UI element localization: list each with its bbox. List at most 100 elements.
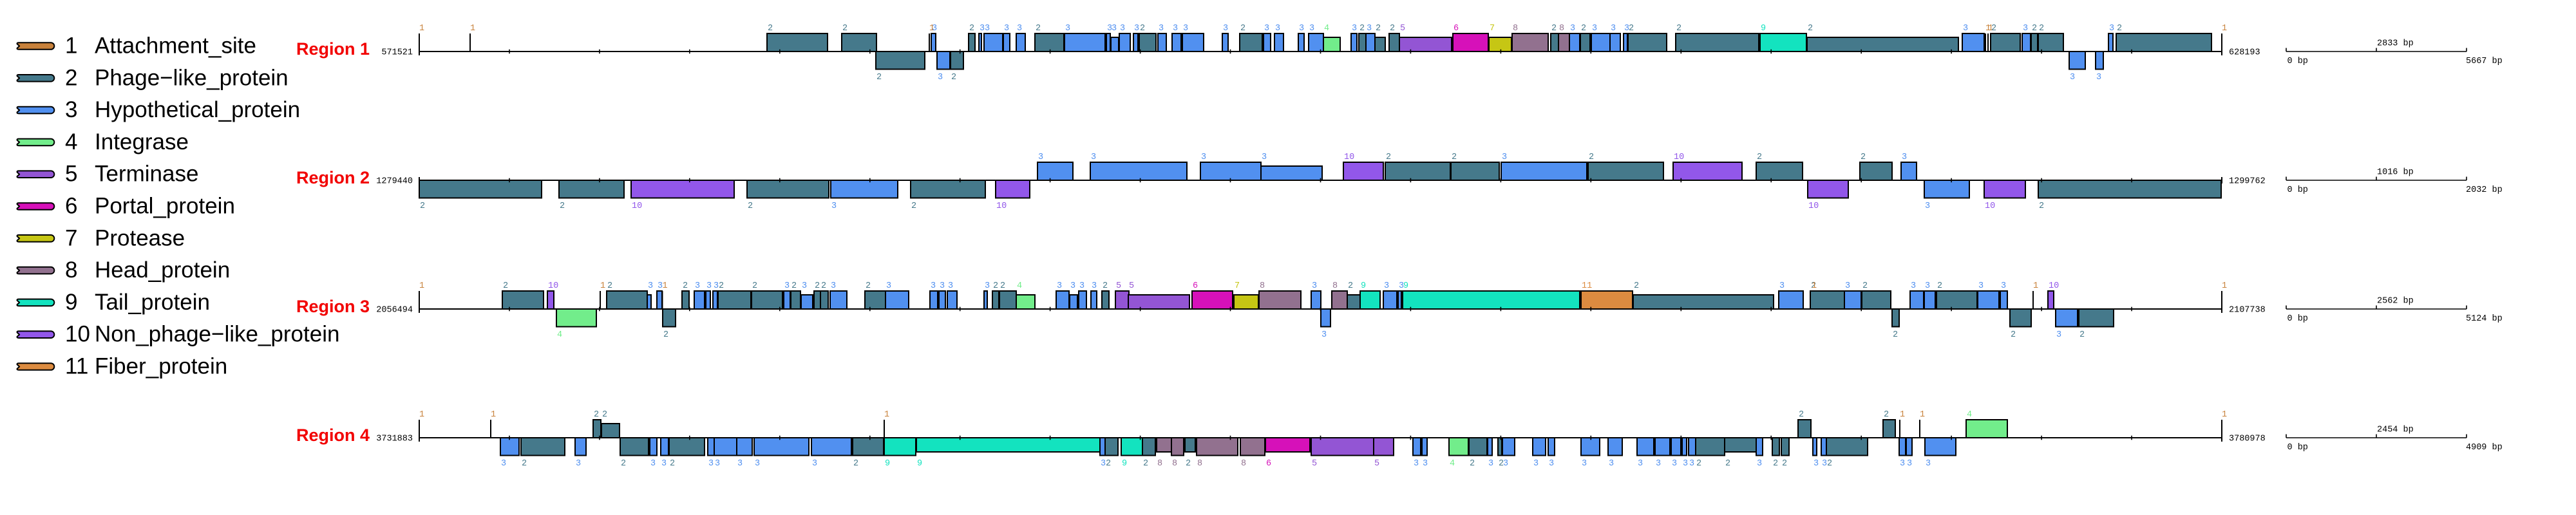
svg-text:2: 2: [1676, 24, 1681, 33]
svg-text:2: 2: [1452, 153, 1457, 162]
svg-text:2: 2: [1186, 459, 1191, 469]
svg-text:2454 bp: 2454 bp: [2377, 426, 2414, 435]
svg-text:Phage−like_protein: Phage−like_protein: [95, 65, 289, 90]
svg-text:8: 8: [1157, 459, 1162, 469]
svg-text:3: 3: [1079, 281, 1084, 291]
svg-text:2: 2: [993, 281, 998, 291]
svg-text:2: 2: [1757, 153, 1762, 162]
svg-text:3: 3: [1423, 459, 1428, 469]
svg-text:2: 2: [815, 281, 820, 291]
svg-text:8: 8: [65, 258, 77, 283]
svg-text:3: 3: [65, 97, 77, 122]
svg-text:3731883: 3731883: [376, 435, 413, 444]
svg-text:Non_phage−like_protein: Non_phage−like_protein: [95, 322, 339, 347]
svg-text:4: 4: [1967, 410, 1972, 420]
svg-text:2: 2: [1827, 459, 1832, 469]
svg-text:2: 2: [1884, 410, 1889, 420]
svg-text:3: 3: [708, 459, 714, 469]
svg-text:3: 3: [1656, 459, 1661, 469]
svg-text:7: 7: [65, 225, 77, 250]
svg-text:2: 2: [1589, 153, 1594, 162]
svg-text:3: 3: [1611, 24, 1616, 33]
svg-text:9: 9: [1361, 281, 1366, 291]
svg-text:2: 2: [1811, 281, 1816, 291]
svg-text:3: 3: [985, 281, 990, 291]
svg-text:3: 3: [1107, 24, 1112, 33]
svg-text:3: 3: [1223, 24, 1228, 33]
svg-text:3: 3: [932, 24, 937, 33]
svg-text:3: 3: [1963, 24, 1968, 33]
svg-text:2: 2: [1390, 24, 1395, 33]
svg-text:3: 3: [1264, 24, 1269, 33]
svg-text:3: 3: [695, 281, 700, 291]
svg-text:5: 5: [65, 162, 77, 187]
svg-text:2: 2: [1808, 24, 1813, 33]
svg-text:3: 3: [1592, 24, 1597, 33]
svg-text:10: 10: [996, 201, 1007, 211]
svg-text:6: 6: [65, 194, 77, 219]
svg-text:2: 2: [1470, 459, 1475, 469]
svg-text:3: 3: [1101, 459, 1106, 469]
svg-text:1: 1: [663, 281, 668, 291]
svg-text:Attachment_site: Attachment_site: [95, 33, 256, 59]
svg-text:3: 3: [658, 281, 663, 291]
svg-text:6: 6: [1454, 24, 1459, 33]
svg-text:2032 bp: 2032 bp: [2466, 185, 2503, 195]
svg-text:6: 6: [1193, 281, 1198, 291]
svg-text:2: 2: [752, 281, 757, 291]
svg-text:3: 3: [1414, 459, 1419, 469]
svg-text:4: 4: [65, 129, 77, 154]
svg-text:3: 3: [886, 281, 891, 291]
svg-text:3: 3: [1070, 281, 1075, 291]
svg-text:1: 1: [929, 24, 934, 33]
svg-text:9: 9: [917, 459, 922, 469]
svg-text:3: 3: [1488, 459, 1493, 469]
svg-text:9: 9: [65, 290, 77, 315]
svg-text:10: 10: [1808, 201, 1819, 211]
svg-text:5: 5: [1312, 459, 1317, 469]
svg-text:2: 2: [65, 65, 77, 90]
svg-text:3: 3: [706, 281, 712, 291]
svg-text:3: 3: [948, 281, 953, 291]
svg-text:2: 2: [1143, 459, 1148, 469]
svg-text:3: 3: [812, 459, 817, 469]
svg-text:1: 1: [491, 410, 496, 420]
svg-text:2: 2: [1861, 153, 1866, 162]
svg-text:3: 3: [1925, 201, 1930, 211]
svg-text:0 bp: 0 bp: [2287, 314, 2308, 324]
svg-text:2: 2: [2039, 24, 2044, 33]
svg-text:2: 2: [1581, 24, 1586, 33]
svg-text:5: 5: [1374, 459, 1379, 469]
svg-text:Portal_protein: Portal_protein: [95, 194, 235, 219]
svg-text:3: 3: [650, 459, 656, 469]
svg-text:1: 1: [1920, 410, 1925, 420]
svg-text:3: 3: [831, 201, 837, 211]
svg-text:2: 2: [842, 24, 848, 33]
svg-text:3: 3: [714, 281, 719, 291]
svg-text:10: 10: [65, 322, 90, 347]
svg-text:1279440: 1279440: [376, 177, 413, 187]
svg-text:2: 2: [522, 459, 527, 469]
svg-text:2: 2: [876, 73, 882, 82]
svg-text:2: 2: [594, 410, 599, 420]
svg-text:Hypothetical_protein: Hypothetical_protein: [95, 97, 300, 122]
svg-text:3: 3: [1173, 24, 1178, 33]
svg-text:3: 3: [2001, 281, 2006, 291]
svg-text:2: 2: [2039, 201, 2044, 211]
svg-text:10: 10: [2049, 281, 2059, 291]
svg-text:2: 2: [911, 201, 916, 211]
svg-text:8: 8: [1260, 281, 1265, 291]
svg-text:2562 bp: 2562 bp: [2377, 297, 2414, 306]
svg-text:5: 5: [1116, 281, 1121, 291]
svg-text:1: 1: [419, 410, 424, 420]
svg-text:3: 3: [1502, 153, 1507, 162]
svg-text:2833 bp: 2833 bp: [2377, 39, 2414, 49]
svg-text:2: 2: [683, 281, 688, 291]
svg-text:9: 9: [1403, 281, 1408, 291]
svg-text:8: 8: [1197, 459, 1202, 469]
svg-text:2: 2: [560, 201, 565, 211]
svg-text:2: 2: [1386, 153, 1391, 162]
svg-text:8: 8: [1172, 459, 1177, 469]
svg-text:2: 2: [420, 201, 425, 211]
svg-text:1: 1: [1985, 24, 1991, 33]
